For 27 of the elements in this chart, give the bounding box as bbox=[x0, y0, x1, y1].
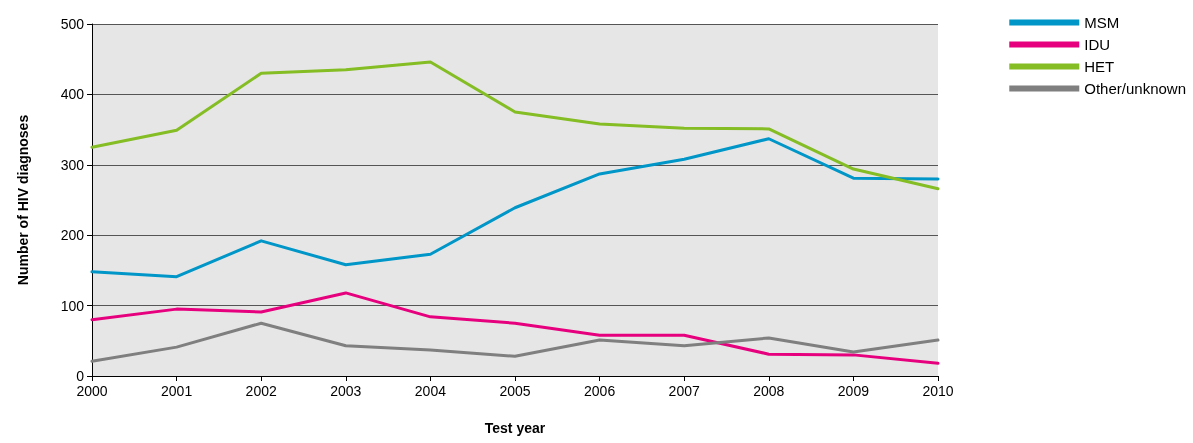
x-tick-label: 2006 bbox=[584, 383, 616, 399]
line-series bbox=[90, 60, 940, 191]
x-tick-label: 2000 bbox=[76, 383, 108, 399]
x-tick-label: 2005 bbox=[499, 383, 531, 399]
y-tick-label: 200 bbox=[60, 227, 85, 244]
y-tick-label: 300 bbox=[60, 156, 85, 173]
x-tick-label: 2004 bbox=[414, 383, 447, 399]
x-tick-label: 2010 bbox=[922, 383, 954, 399]
x-tick-label: 2009 bbox=[837, 383, 870, 399]
legend-label: HET bbox=[1084, 58, 1115, 75]
y-tick-label: 400 bbox=[60, 86, 85, 103]
line-series bbox=[90, 291, 940, 365]
x-tick-label: 2007 bbox=[668, 383, 700, 399]
x-tick-label: 2002 bbox=[245, 383, 277, 399]
y-tick-label: 500 bbox=[60, 16, 85, 32]
y-tick-label: 100 bbox=[60, 297, 85, 314]
x-tick-label: 2003 bbox=[330, 383, 362, 399]
legend-label: IDU bbox=[1084, 36, 1111, 53]
x-axis-title: Test year bbox=[484, 420, 546, 436]
x-tick-label: 2001 bbox=[161, 383, 193, 399]
y-tick-label: 0 bbox=[76, 368, 85, 384]
legend-label: Other/unknown bbox=[1084, 80, 1187, 97]
x-tick-label: 2008 bbox=[753, 383, 785, 399]
line-series bbox=[90, 137, 940, 279]
line-series bbox=[90, 321, 940, 363]
legend-label: MSM bbox=[1084, 14, 1120, 31]
y-axis-title: Number of HIV diagnoses bbox=[15, 114, 31, 286]
